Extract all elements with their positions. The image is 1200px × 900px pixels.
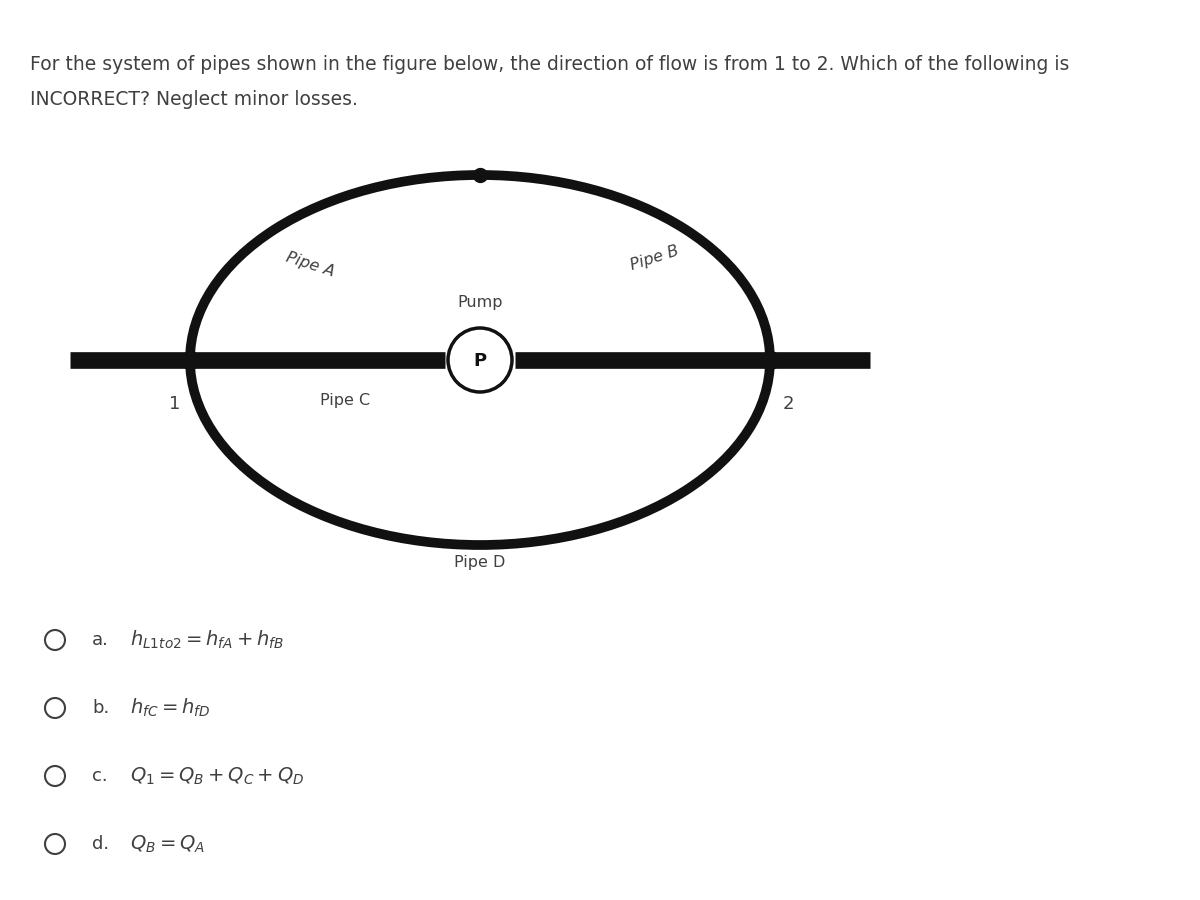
Text: $Q_1 = Q_B + Q_C + Q_D$: $Q_1 = Q_B + Q_C + Q_D$ xyxy=(130,765,305,787)
Text: P: P xyxy=(474,352,486,370)
Text: Pipe D: Pipe D xyxy=(455,555,505,570)
Circle shape xyxy=(448,328,512,392)
Text: 1: 1 xyxy=(169,395,181,413)
Text: c.: c. xyxy=(92,767,108,785)
Text: b.: b. xyxy=(92,699,109,717)
Text: For the system of pipes shown in the figure below, the direction of flow is from: For the system of pipes shown in the fig… xyxy=(30,55,1069,74)
Text: 2: 2 xyxy=(782,395,793,413)
Text: $h_{L1to2} = h_{fA} + h_{fB}$: $h_{L1to2} = h_{fA} + h_{fB}$ xyxy=(130,629,284,652)
Text: d.: d. xyxy=(92,835,109,853)
Text: Pipe C: Pipe C xyxy=(320,392,370,408)
Text: a.: a. xyxy=(92,631,109,649)
Text: Pump: Pump xyxy=(457,295,503,310)
Text: $h_{fC} = h_{fD}$: $h_{fC} = h_{fD}$ xyxy=(130,697,210,719)
Text: $Q_B = Q_A$: $Q_B = Q_A$ xyxy=(130,833,205,855)
Text: Pipe B: Pipe B xyxy=(629,243,682,273)
Text: Pipe A: Pipe A xyxy=(283,250,336,280)
Text: INCORRECT? Neglect minor losses.: INCORRECT? Neglect minor losses. xyxy=(30,90,358,109)
